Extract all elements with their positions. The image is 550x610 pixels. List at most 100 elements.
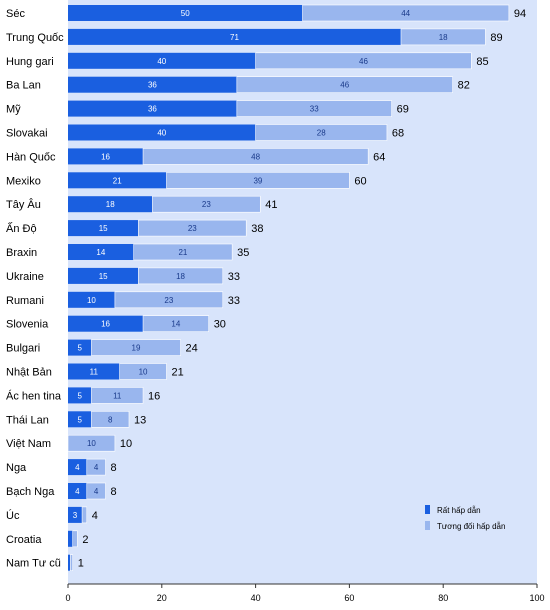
segment-value-label: 14	[171, 320, 180, 329]
bar-segment	[68, 459, 87, 476]
bar-segment	[91, 410, 130, 428]
segment-value-label: 28	[317, 129, 326, 138]
bar-segment	[152, 195, 261, 213]
legend-swatch	[425, 521, 430, 530]
category-label: Rumani	[6, 295, 44, 307]
bar-segment	[302, 4, 510, 22]
segment-value-label: 4	[75, 487, 80, 496]
segment-value-label: 71	[230, 33, 239, 42]
category-label: Braxin	[6, 247, 37, 259]
x-tick-label: 100	[529, 593, 544, 603]
category-label: Nam Tư cũ	[6, 558, 61, 570]
segment-value-label: 40	[157, 129, 166, 138]
segment-value-label: 4	[94, 487, 99, 496]
bar-segment	[400, 28, 486, 46]
total-value-label: 16	[148, 390, 160, 402]
total-value-label: 8	[111, 462, 117, 474]
category-label: Ukraine	[6, 271, 44, 283]
category-label: Ác hen tina	[6, 389, 62, 402]
bar-segment	[68, 196, 153, 213]
category-label: Slovakai	[6, 128, 48, 140]
category-label: Nhật Bản	[6, 367, 52, 379]
bar-segment	[236, 100, 392, 117]
total-value-label: 41	[265, 199, 277, 211]
bar-segment	[67, 434, 116, 452]
category-label: Mỹ	[6, 104, 21, 116]
bar-segment	[68, 148, 144, 165]
category-label: Mexiko	[6, 175, 41, 187]
total-value-label: 33	[228, 295, 240, 307]
segment-value-label: 10	[87, 296, 96, 305]
bar-segment	[255, 52, 472, 70]
segment-value-label: 46	[359, 57, 368, 66]
total-value-label: 21	[171, 367, 183, 379]
segment-value-label: 3	[73, 511, 78, 520]
bar-segment	[68, 291, 115, 308]
bar-segment	[68, 52, 256, 69]
segment-value-label: 10	[139, 368, 148, 377]
total-value-label: 10	[120, 438, 132, 450]
segment-value-label: 4	[75, 463, 80, 472]
total-value-label: 8	[111, 486, 117, 498]
segment-value-label: 44	[401, 9, 410, 18]
bar-segment	[68, 100, 237, 117]
total-value-label: 64	[373, 151, 385, 163]
x-tick-label: 60	[344, 593, 354, 603]
segment-value-label: 21	[113, 176, 122, 185]
total-value-label: 82	[458, 80, 470, 92]
legend-label: Tương đối hấp dẫn	[437, 522, 505, 531]
total-value-label: 60	[354, 175, 366, 187]
category-label: Croatia	[6, 534, 42, 546]
bar-segment	[138, 267, 224, 285]
total-value-label: 68	[392, 128, 404, 140]
segment-value-label: 46	[340, 81, 349, 90]
bar-segment	[68, 267, 139, 284]
category-label: Hung gari	[6, 56, 54, 68]
category-label: Ấn Độ	[6, 222, 37, 235]
bar-segment	[68, 554, 71, 571]
bar-segment	[70, 554, 73, 572]
bar-segment	[119, 363, 167, 380]
segment-value-label: 16	[101, 320, 110, 329]
bar-segment	[91, 387, 144, 404]
segment-value-label: 18	[106, 200, 115, 209]
x-tick-label: 40	[251, 593, 261, 603]
total-value-label: 30	[214, 319, 226, 331]
bar-segment	[68, 506, 83, 523]
x-tick-label: 20	[157, 593, 167, 603]
segment-value-label: 18	[439, 33, 448, 42]
segment-value-label: 36	[148, 105, 157, 114]
total-value-label: 69	[397, 104, 409, 116]
x-tick-label: 0	[65, 593, 70, 603]
total-value-label: 94	[514, 8, 526, 20]
bar-segment	[68, 363, 120, 380]
bar-segment	[68, 124, 256, 141]
category-label: Hàn Quốc	[6, 151, 56, 163]
bar-segment	[68, 339, 92, 356]
bar-segment	[166, 172, 350, 189]
total-value-label: 1	[78, 558, 84, 570]
category-label: Úc	[6, 509, 20, 522]
bar-segment	[255, 124, 388, 141]
segment-value-label: 8	[108, 415, 113, 424]
total-value-label: 4	[92, 510, 98, 522]
total-value-label: 38	[251, 223, 263, 235]
bar-segment	[114, 291, 224, 309]
legend-label: Rất hấp dẫn	[437, 506, 481, 515]
bar-segment	[68, 315, 144, 332]
segment-value-label: 4	[94, 463, 99, 472]
total-value-label: 2	[82, 534, 88, 546]
bar-segment	[68, 483, 87, 499]
segment-value-label: 50	[181, 9, 190, 18]
segment-value-label: 39	[253, 176, 262, 185]
total-value-label: 24	[186, 343, 198, 355]
bar-segment	[72, 530, 78, 548]
segment-value-label: 10	[87, 439, 96, 448]
x-tick-label: 80	[438, 593, 448, 603]
bar-segment	[133, 243, 233, 261]
total-value-label: 35	[237, 247, 249, 259]
bar-segment	[68, 387, 92, 404]
bar-segment	[81, 506, 88, 524]
bar-segment	[68, 530, 73, 547]
